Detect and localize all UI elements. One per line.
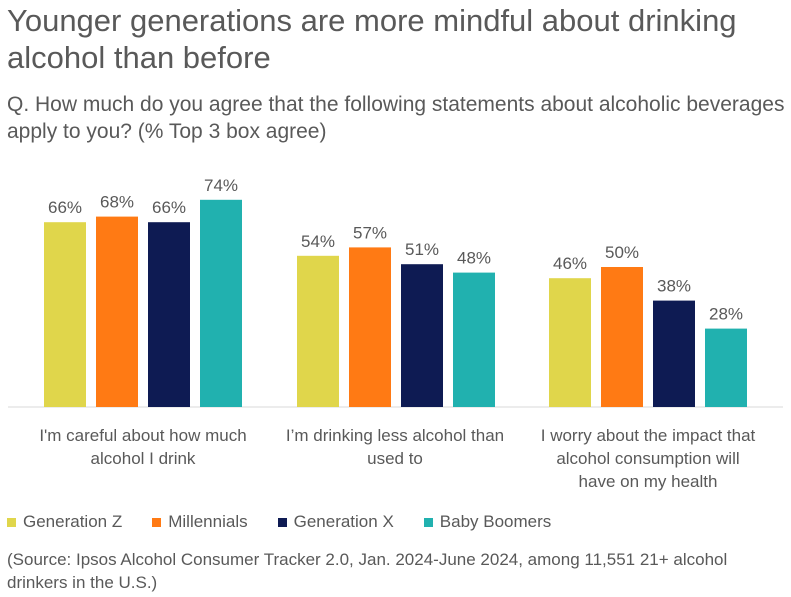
- bar-millennials-cat3: [601, 267, 643, 407]
- bar-generation-z-cat1: [44, 222, 86, 407]
- data-label-generation-x-cat2: 51%: [405, 240, 439, 259]
- source-note: (Source: Ipsos Alcohol Consumer Tracker …: [7, 550, 728, 592]
- data-label-generation-z-cat3: 46%: [553, 254, 587, 273]
- category-label-drinking-less: I’m drinking less alcohol than used to: [285, 426, 505, 468]
- category-label-careful: I'm careful about how much alcohol I dri…: [39, 426, 247, 468]
- legend-item-generation-z: Generation Z: [7, 512, 122, 532]
- bar-generation-z-cat3: [549, 278, 591, 407]
- data-label-millennials-cat2: 57%: [353, 223, 387, 242]
- bar-generation-x-cat3: [653, 300, 695, 407]
- legend-label-baby-boomers: Baby Boomers: [439, 512, 552, 531]
- legend-item-baby-boomers: Baby Boomers: [423, 512, 552, 532]
- legend: Generation Z Millennials Generation X Ba…: [7, 512, 581, 532]
- legend-item-millennials: Millennials: [152, 512, 248, 532]
- data-label-generation-x-cat1: 66%: [152, 198, 186, 217]
- legend-swatch-generation-x: [277, 517, 287, 527]
- data-label-millennials-cat1: 68%: [100, 193, 134, 212]
- legend-swatch-millennials: [152, 517, 162, 527]
- data-label-millennials-cat3: 50%: [605, 243, 639, 262]
- bar-millennials-cat1: [96, 216, 138, 407]
- data-label-baby-boomers-cat3: 28%: [709, 305, 743, 324]
- legend-swatch-generation-z: [7, 517, 16, 527]
- data-label-baby-boomers-cat1: 74%: [204, 176, 238, 195]
- bar-millennials-cat2: [349, 247, 391, 407]
- category-label-worry-health: I worry about the impact that alcohol co…: [540, 426, 756, 491]
- data-label-generation-z-cat2: 54%: [301, 232, 335, 251]
- bar-baby-boomers-cat1: [200, 199, 242, 407]
- legend-item-generation-x: Generation X: [277, 512, 394, 532]
- data-label-baby-boomers-cat2: 48%: [457, 249, 491, 268]
- legend-label-generation-z: Generation Z: [23, 512, 123, 531]
- chart-title: Younger generations are more mindful abo…: [7, 3, 737, 75]
- bar-generation-x-cat2: [401, 264, 443, 407]
- bar-generation-z-cat2: [297, 255, 339, 407]
- bar-baby-boomers-cat3: [705, 328, 747, 407]
- bar-chart: 66% 68% 66% 74% 54% 57% 51% 48% 46% 50% 38% 28%: [8, 176, 783, 408]
- legend-label-generation-x: Generation X: [293, 512, 394, 531]
- legend-swatch-baby-boomers: [423, 517, 433, 527]
- chart-subtitle: Q. How much do you agree that the follow…: [7, 93, 785, 143]
- data-label-generation-z-cat1: 66%: [48, 198, 82, 217]
- bar-generation-x-cat1: [148, 222, 190, 407]
- data-label-generation-x-cat3: 38%: [657, 277, 691, 296]
- legend-label-millennials: Millennials: [168, 512, 248, 531]
- bar-baby-boomers-cat2: [453, 272, 495, 407]
